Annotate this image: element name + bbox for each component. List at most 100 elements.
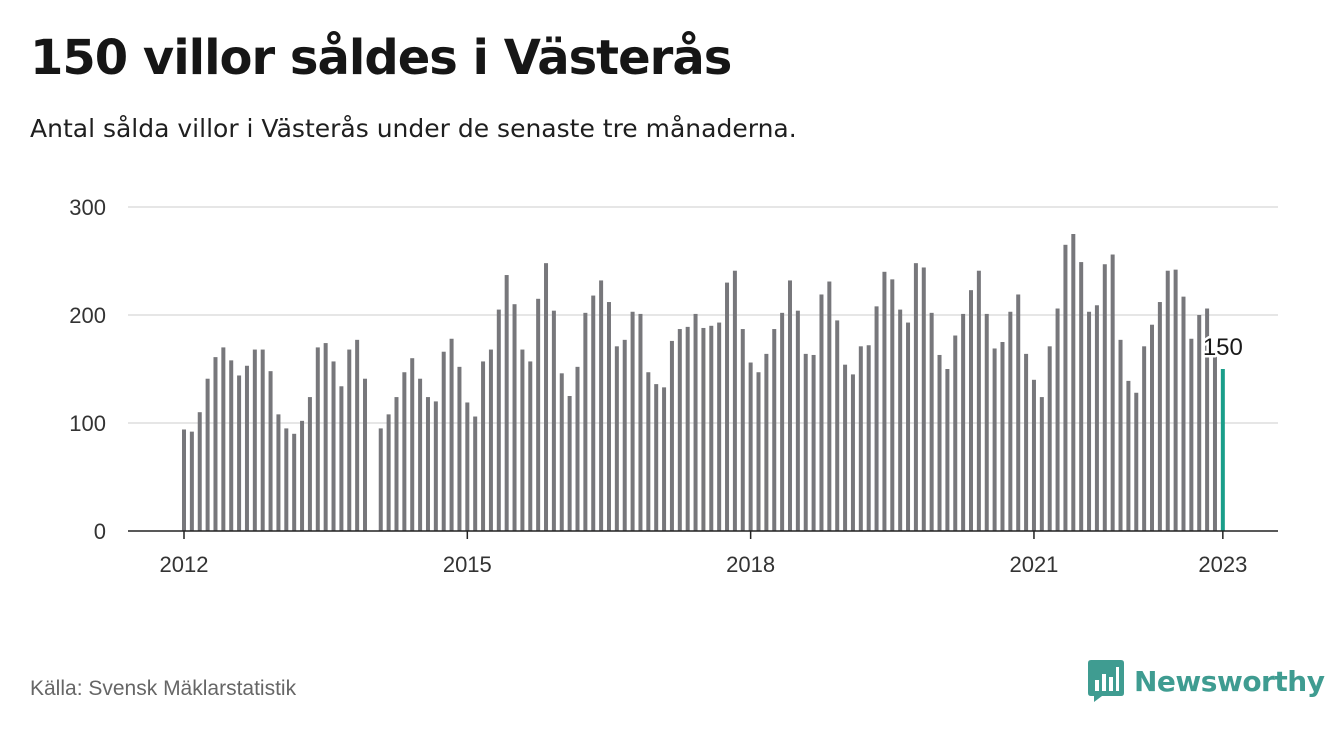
bar: [630, 311, 635, 531]
bar: [748, 362, 753, 531]
bar: [1118, 339, 1123, 531]
bar: [1110, 254, 1115, 531]
bar: [425, 397, 430, 531]
bar: [583, 312, 588, 531]
bar: [677, 329, 682, 531]
bar: [551, 310, 556, 531]
bar: [929, 312, 934, 531]
bar: [1173, 269, 1178, 531]
y-tick-label: 300: [69, 195, 106, 220]
bar: [1197, 315, 1202, 531]
bar: [819, 294, 824, 531]
bar: [1150, 324, 1155, 531]
bar: [182, 429, 186, 531]
bar: [378, 428, 383, 531]
bar: [866, 345, 871, 531]
bar: [953, 335, 958, 531]
bar: [268, 371, 273, 531]
bar: [764, 353, 769, 531]
bar: [1087, 311, 1092, 531]
bar: [1008, 311, 1013, 531]
bar: [315, 347, 320, 531]
brand-logo: Newsworthy: [1088, 660, 1325, 702]
bar: [811, 354, 816, 531]
bar: [591, 295, 596, 531]
bar: [772, 329, 777, 531]
y-tick-label: 100: [69, 411, 106, 436]
bar: [732, 270, 737, 531]
bar: [969, 290, 973, 531]
bar: [961, 313, 966, 531]
bar: [339, 386, 344, 531]
bar: [347, 349, 352, 531]
bar: [1181, 296, 1186, 531]
bar: [473, 416, 478, 531]
bar: [740, 329, 745, 531]
bar: [787, 280, 792, 531]
bar: [244, 365, 249, 531]
bar: [457, 366, 462, 531]
bar: [1031, 379, 1036, 531]
bar: [646, 372, 651, 531]
bar: [1102, 264, 1107, 531]
bar: [1016, 294, 1021, 531]
bar: [976, 270, 981, 531]
bar: [213, 357, 218, 531]
bar: [662, 387, 667, 531]
bar: [1079, 262, 1084, 531]
bar: [433, 401, 438, 531]
bar: [323, 343, 328, 531]
bar: [709, 325, 714, 531]
bar: [307, 397, 312, 531]
bar: [575, 366, 580, 531]
bar: [221, 347, 226, 531]
bar: [410, 358, 415, 531]
bar: [481, 361, 486, 531]
bar: [355, 339, 360, 531]
bar: [276, 414, 281, 531]
bar: [512, 304, 517, 531]
bar: [496, 309, 501, 531]
bar: [465, 402, 470, 531]
bar: [945, 369, 950, 531]
bar: [504, 275, 509, 531]
bar: [331, 361, 336, 531]
bar: [536, 298, 541, 531]
bar: [402, 372, 407, 531]
bar: [669, 340, 674, 531]
bar: [827, 281, 832, 531]
bar: [850, 374, 855, 531]
bar: [1000, 342, 1005, 531]
bar: [1189, 338, 1194, 531]
bar: [284, 428, 289, 531]
bar: [449, 338, 454, 531]
bar: [874, 306, 879, 531]
x-tick-label: 2012: [160, 552, 209, 577]
page-subtitle: Antal sålda villor i Västerås under de s…: [30, 114, 797, 143]
bar: [363, 378, 368, 531]
y-tick-label: 0: [94, 519, 106, 544]
bar: [606, 302, 611, 531]
bar: [205, 378, 210, 531]
bar: [544, 263, 549, 531]
bar: [300, 420, 305, 531]
bar: [701, 327, 706, 531]
page-title: 150 villor såldes i Västerås: [30, 30, 732, 86]
bar-chart: 0 100 200 300 2012 2015 2018 2021 2023 150: [69, 195, 1278, 577]
bar: [795, 310, 800, 531]
bar: [693, 313, 698, 531]
bar: [882, 271, 887, 531]
x-tick-label: 2015: [443, 552, 492, 577]
x-tick-label: 2018: [726, 552, 775, 577]
bar: [229, 360, 234, 531]
bar: [843, 364, 848, 531]
bar: [717, 322, 722, 531]
bar: [1024, 353, 1029, 531]
bar: [567, 396, 572, 531]
bar: [386, 414, 391, 531]
bar: [937, 354, 942, 531]
bar: [1126, 380, 1131, 531]
bar: [292, 433, 297, 531]
bar: [780, 312, 785, 531]
bar: [1165, 270, 1170, 531]
